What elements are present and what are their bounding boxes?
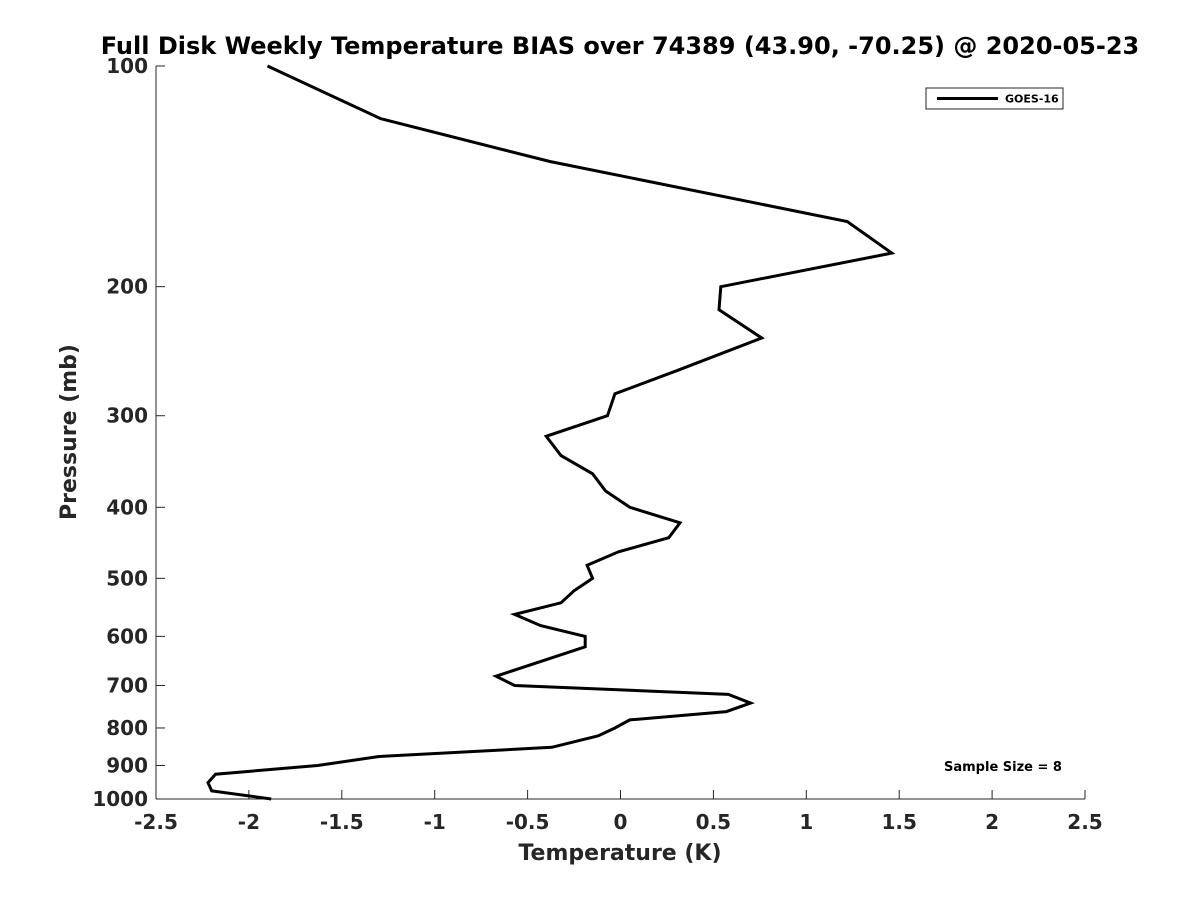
x-axis-label: Temperature (K) (518, 841, 721, 866)
y-tick-label: 400 (106, 495, 148, 519)
y-tick-label: 700 (106, 673, 148, 697)
x-tick-label: 2.5 (1067, 810, 1102, 834)
y-axis-label: Pressure (mb) (57, 344, 82, 520)
series-line-goes16 (206, 64, 896, 801)
x-tick-label: -0.5 (506, 810, 550, 834)
y-axis-ticks: 100 200 300 400 500 600 700 800 900 1000 (92, 54, 165, 811)
x-tick-label: 0 (614, 810, 628, 834)
x-tick-label: -2 (238, 810, 260, 834)
legend: GOES-16 (925, 87, 1064, 110)
x-tick-label: 0.5 (696, 810, 731, 834)
x-tick-label: -1 (424, 810, 446, 834)
legend-label-goes16: GOES-16 (1005, 93, 1059, 106)
y-tick-label: 200 (106, 275, 148, 299)
series-layer (206, 64, 896, 801)
x-tick-label: -2.5 (134, 810, 178, 834)
y-tick-label: 600 (106, 624, 148, 648)
x-axis-ticks: -2.5 -2 -1.5 -1 -0.5 0 0.5 1 1.5 2 2.5 (134, 790, 1103, 834)
y-tick-label: 100 (106, 54, 148, 78)
y-tick-label: 500 (106, 566, 148, 590)
plot-area (156, 66, 1085, 799)
x-tick-label: 2 (985, 810, 999, 834)
sample-size-annotation: Sample Size = 8 (944, 760, 1062, 775)
y-tick-label: 1000 (92, 787, 148, 811)
x-tick-label: 1.5 (881, 810, 916, 834)
chart-title: Full Disk Weekly Temperature BIAS over 7… (101, 32, 1140, 60)
x-tick-label: 1 (799, 810, 813, 834)
y-tick-label: 800 (106, 716, 148, 740)
y-tick-label: 900 (106, 753, 148, 777)
x-tick-label: -1.5 (320, 810, 364, 834)
y-tick-label: 300 (106, 404, 148, 428)
